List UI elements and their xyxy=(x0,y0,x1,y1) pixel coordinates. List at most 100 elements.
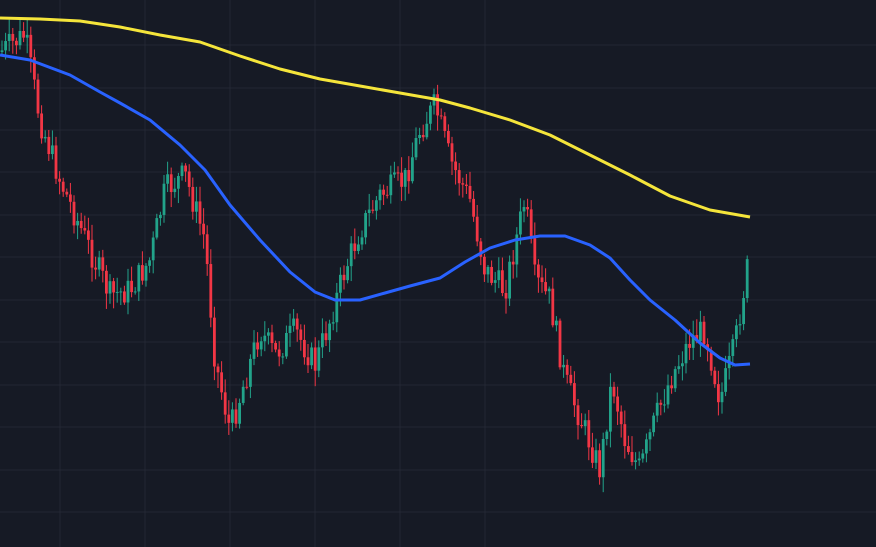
candle-body xyxy=(295,318,299,330)
candle-body xyxy=(303,339,306,358)
candle-body xyxy=(76,220,79,226)
candle-body xyxy=(400,172,403,187)
candle-body xyxy=(540,277,544,283)
candle-body xyxy=(461,183,465,185)
candle-body xyxy=(79,220,83,229)
candle-body xyxy=(627,446,630,453)
candle-body xyxy=(447,130,450,144)
candle-body xyxy=(4,41,7,51)
candle-body xyxy=(256,342,259,350)
candle-body xyxy=(472,198,475,217)
candle-body xyxy=(475,216,479,242)
candle-body xyxy=(720,391,724,403)
candle-body xyxy=(184,165,187,172)
candle-body xyxy=(238,402,241,424)
candle-body xyxy=(465,184,468,186)
candle-body xyxy=(22,30,25,38)
candle-body xyxy=(306,357,310,366)
candle-body xyxy=(324,333,328,341)
candle-body xyxy=(29,34,33,58)
candle-body xyxy=(634,460,637,463)
candle-body xyxy=(328,323,331,341)
candle-body xyxy=(249,358,252,387)
candle-body xyxy=(641,453,645,459)
candle-body xyxy=(670,385,673,389)
candle-body xyxy=(403,170,407,187)
candle-body xyxy=(385,194,389,196)
candle-body xyxy=(645,439,648,454)
candle-body xyxy=(418,134,421,139)
candle-body xyxy=(205,234,209,265)
candle-body xyxy=(97,257,101,270)
candle-body xyxy=(87,230,90,240)
candle-body xyxy=(396,172,400,174)
candle-body xyxy=(360,237,364,245)
candle-body xyxy=(353,243,357,251)
candle-body xyxy=(58,178,61,182)
candle-body xyxy=(33,57,36,80)
candle-body xyxy=(724,368,727,392)
candle-body xyxy=(562,364,565,368)
candle-body xyxy=(357,244,360,251)
candle-body xyxy=(367,209,371,214)
candle-body xyxy=(699,321,702,342)
candle-body xyxy=(526,207,529,210)
candle-body xyxy=(522,207,526,212)
candle-body xyxy=(630,452,634,463)
candle-body xyxy=(234,409,238,424)
candle-body xyxy=(519,211,522,235)
candle-body xyxy=(709,350,713,371)
candle-body xyxy=(652,415,655,433)
candle-body xyxy=(11,33,15,41)
candle-body xyxy=(677,366,681,370)
candle-body xyxy=(493,280,497,283)
candle-body xyxy=(454,161,457,171)
candle-body xyxy=(241,386,245,403)
candle-body xyxy=(18,30,22,46)
candle-body xyxy=(443,116,447,131)
candle-body xyxy=(65,191,69,195)
candle-body xyxy=(371,209,375,211)
candle-body xyxy=(47,136,51,155)
candle-body xyxy=(414,138,418,158)
candle-body xyxy=(501,270,504,294)
candle-body xyxy=(537,264,540,278)
candle-body xyxy=(508,261,511,299)
candle-body xyxy=(15,40,18,46)
candle-body xyxy=(259,341,263,350)
moving-average-slow-line xyxy=(0,16,751,219)
candle-body xyxy=(220,372,223,393)
candle-body xyxy=(155,218,159,238)
candle-body xyxy=(292,318,295,326)
candle-body xyxy=(421,134,425,138)
candle-body xyxy=(702,321,706,345)
candle-body xyxy=(735,325,738,340)
candle-body xyxy=(270,332,274,344)
candle-body xyxy=(51,145,54,155)
candle-body xyxy=(378,189,382,201)
candle-body xyxy=(267,332,270,336)
candle-body xyxy=(598,450,601,478)
candle-body xyxy=(137,265,141,292)
candle-body xyxy=(0,50,4,52)
candle-body xyxy=(681,363,684,367)
candle-body xyxy=(533,238,537,265)
candle-body xyxy=(209,264,213,318)
candle-body xyxy=(130,280,133,293)
candle-body xyxy=(339,274,342,293)
candle-body xyxy=(151,237,155,261)
candle-body xyxy=(515,234,519,265)
candle-body xyxy=(483,256,486,275)
candle-body xyxy=(594,450,598,463)
candle-body xyxy=(54,145,58,179)
candle-body xyxy=(317,347,321,371)
candle-body xyxy=(468,185,472,199)
candle-body xyxy=(321,333,324,348)
candle-body xyxy=(497,270,501,281)
candle-body xyxy=(285,333,288,357)
candle-body xyxy=(580,425,583,427)
candle-body xyxy=(382,189,385,195)
candle-body xyxy=(436,94,439,116)
